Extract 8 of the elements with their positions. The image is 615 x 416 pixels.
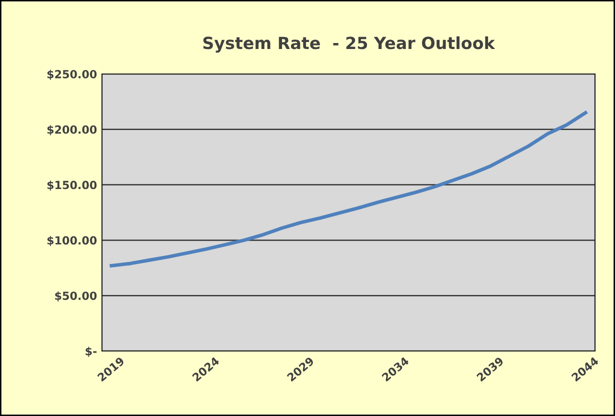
y-tick-label: $150.00 (47, 180, 97, 191)
y-tick-label: $- (86, 346, 97, 357)
line-series (110, 111, 588, 268)
y-tick-label: $50.00 (55, 291, 97, 302)
y-tick-label: $100.00 (47, 236, 97, 246)
chart-title: System Rate - 25 Year Outlook (203, 36, 496, 53)
y-tick-label: $200.00 (47, 125, 97, 136)
y-tick-label: $250.00 (47, 70, 97, 80)
